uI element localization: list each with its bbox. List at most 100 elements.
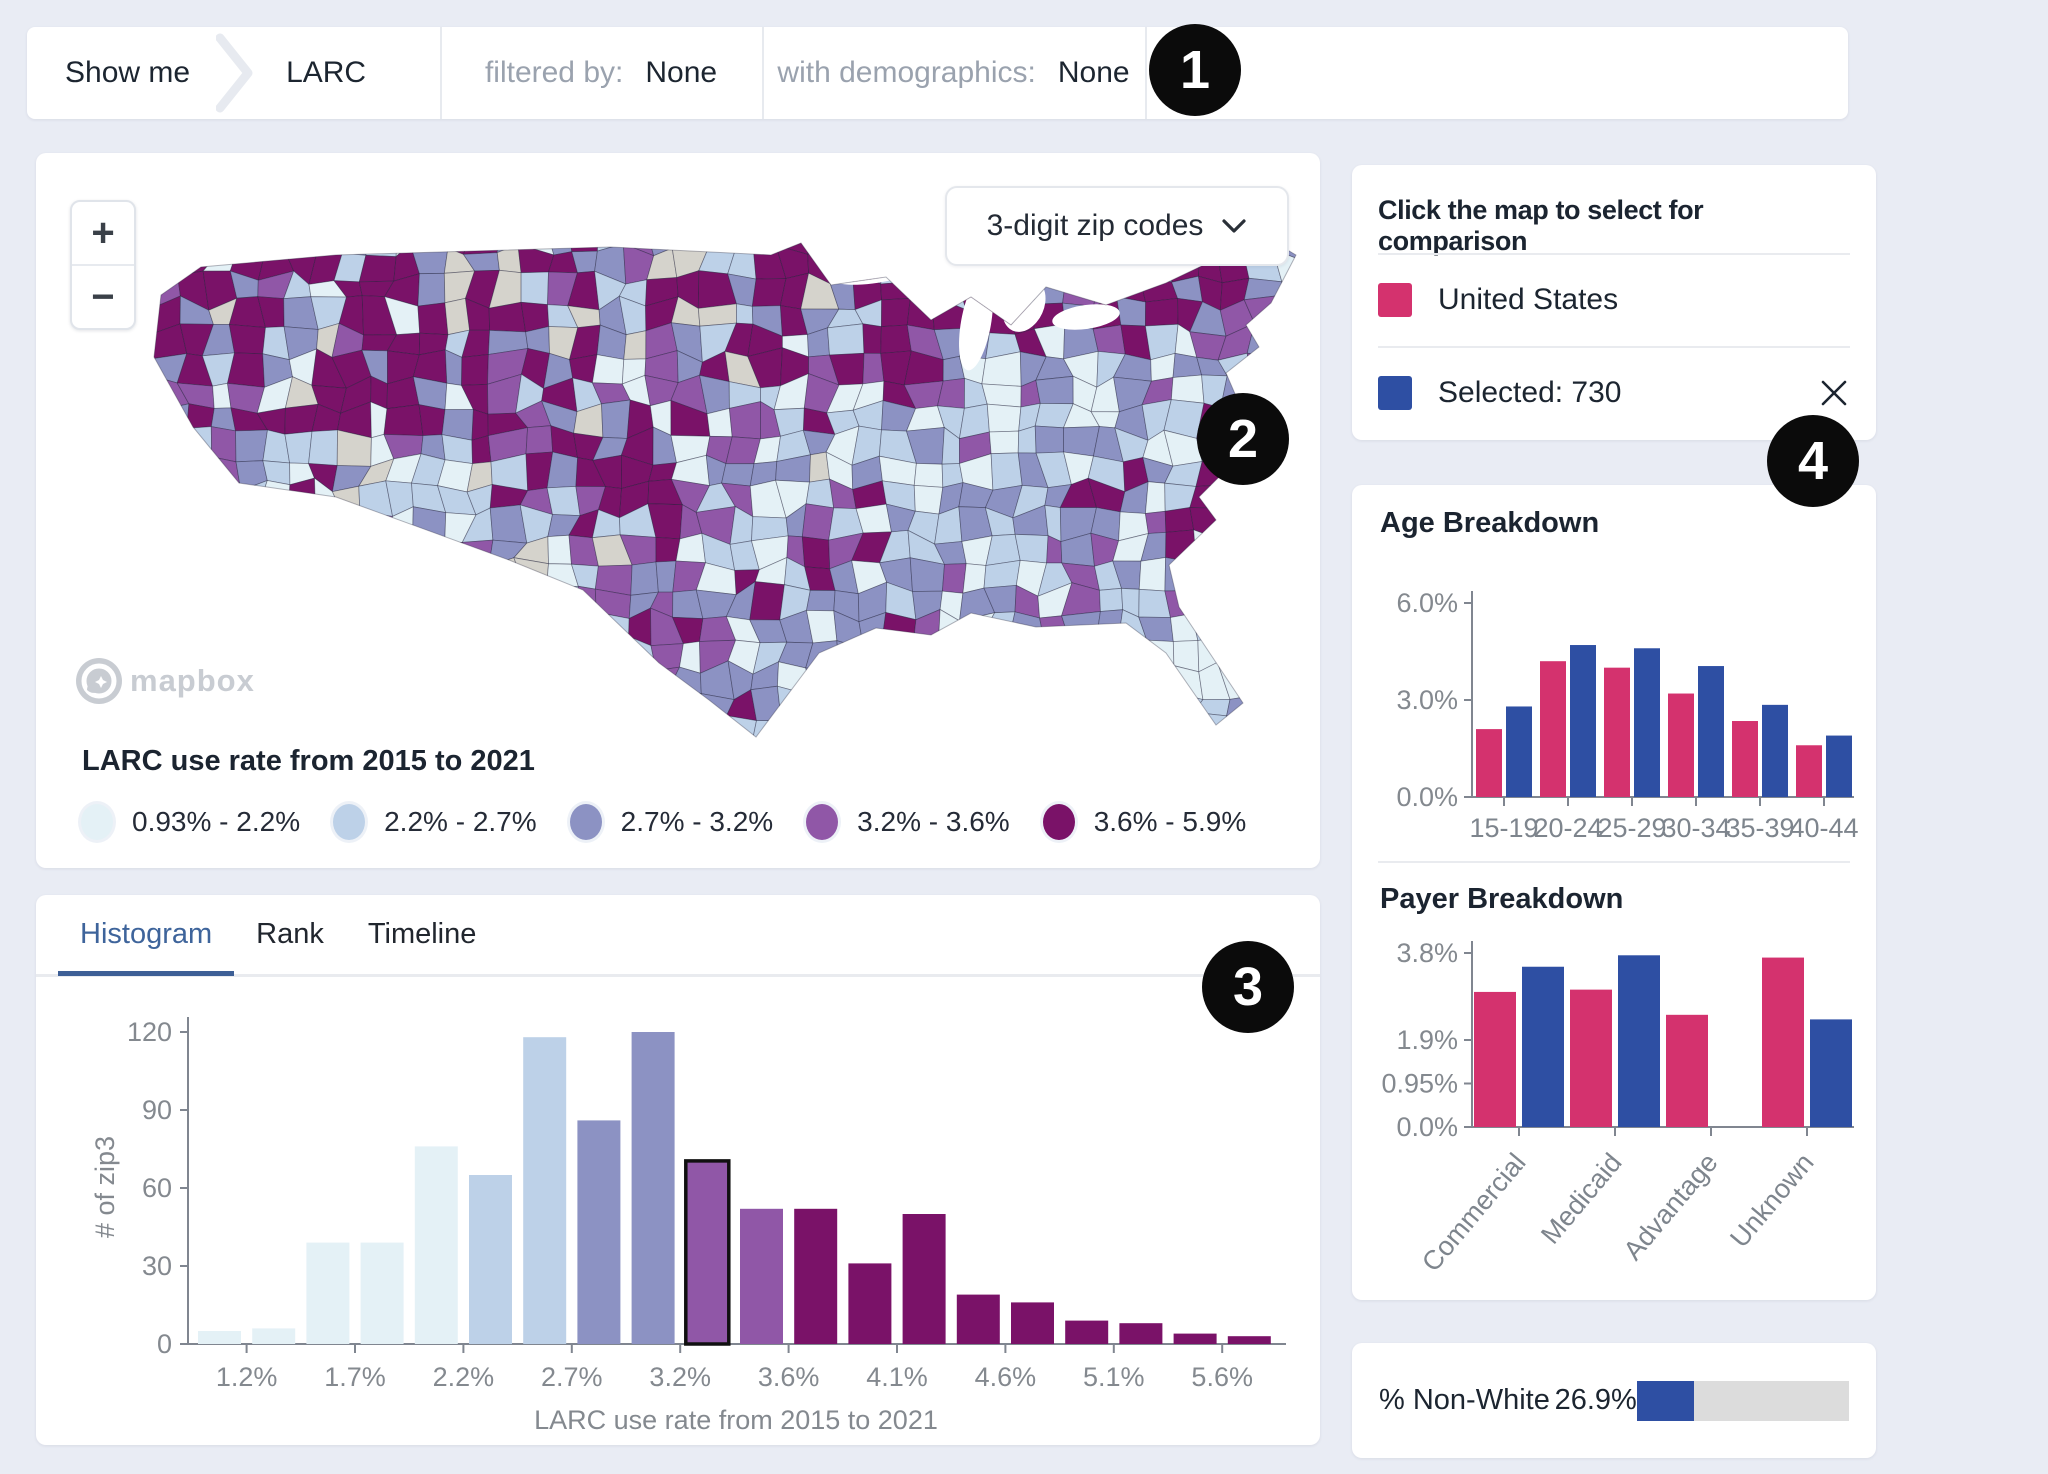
mapbox-logo-icon [76,658,122,704]
annotation-badge-1: 1 [1149,24,1241,116]
tab-timeline[interactable]: Timeline [367,917,477,950]
legend-bin: 0.93% - 2.2% [78,801,300,843]
choropleth-map[interactable] [131,225,1311,740]
nonwhite-progress-fill [1636,1380,1694,1421]
us-color-swatch [1378,283,1412,317]
comparison-title: Click the map to select for comparison [1378,195,1704,256]
histogram-bar[interactable] [848,1263,892,1344]
histogram-bar[interactable] [1065,1320,1109,1344]
breakdown-bar [1762,957,1804,1127]
breakdown-bar [1506,706,1532,797]
histogram-bar[interactable] [577,1120,621,1344]
histogram-bar[interactable] [469,1175,512,1344]
selected-series-label: Selected: 730 [1438,376,1622,409]
histogram-bar[interactable] [198,1331,241,1344]
annotation-badge-3: 3 [1202,941,1294,1033]
legend-bin-label: 3.6% - 5.9% [1093,806,1247,837]
svg-text:4.6%: 4.6% [975,1362,1037,1392]
svg-text:2.7%: 2.7% [541,1362,603,1392]
legend-bin: 2.2% - 2.7% [330,801,537,843]
histogram-bar[interactable] [360,1242,404,1344]
svg-text:2.2%: 2.2% [433,1362,495,1392]
map-legend: 0.93% - 2.2% 2.2% - 2.7% 2.7% - 3.2% 3.2% -… [78,801,1246,843]
legend-bin: 3.6% - 5.9% [1039,801,1247,843]
svg-text:20-24: 20-24 [1533,813,1602,843]
histogram-bar[interactable] [1119,1323,1163,1344]
breakdown-bar [1732,721,1758,797]
legend-swatch [330,801,369,843]
divider [1145,27,1147,119]
svg-text:Medicaid: Medicaid [1535,1148,1627,1250]
svg-text:0.0%: 0.0% [1396,1112,1458,1142]
breakdown-bar [1796,745,1822,797]
histogram-bar[interactable] [1173,1333,1217,1344]
demographics-value[interactable]: None [1057,56,1130,89]
nonwhite-label: % Non-White [1379,1384,1550,1416]
histogram-bar[interactable] [1011,1302,1054,1344]
divider [1378,861,1850,863]
breakdown-bar [1522,966,1564,1127]
breakdown-bar [1762,704,1788,797]
breakdown-bar [1476,729,1502,797]
breakdown-bar [1570,645,1596,797]
breakdown-bar [1634,648,1660,797]
histogram-bar[interactable] [523,1037,567,1344]
histogram-bar[interactable] [631,1032,675,1344]
filtered-by-value[interactable]: None [645,56,718,89]
selected-color-swatch [1378,376,1412,410]
histogram-bar[interactable] [1227,1336,1271,1344]
tab-rank[interactable]: Rank [256,917,324,950]
demographics-control[interactable]: with demographics: None [762,27,1145,119]
breakdown-bar [1666,1014,1708,1127]
demographics-label: with demographics: [777,56,1036,89]
layer-selector-label: 3-digit zip codes [986,209,1204,242]
zoom-in-button[interactable]: + [72,202,134,266]
mapbox-attribution-label: mapbox [130,663,255,698]
mapbox-attribution[interactable]: mapbox [76,658,255,704]
svg-text:5.1%: 5.1% [1083,1362,1145,1392]
legend-bin-label: 2.2% - 2.7% [384,806,537,837]
breadcrumb-arrow-icon [216,33,253,113]
histogram-x-axis-label: LARC use rate from 2015 to 2021 [534,1405,938,1435]
svg-text:3.0%: 3.0% [1396,685,1458,715]
svg-text:90: 90 [142,1095,172,1125]
chevron-down-icon [1222,218,1246,233]
histogram-bar[interactable] [956,1294,1000,1344]
layer-selector-dropdown[interactable]: 3-digit zip codes [945,186,1289,266]
legend-swatch [78,801,116,843]
age-breakdown-chart: 6.0% 3.0% 0.0% 15-1920-2425-2930-3435-3940-… [1396,588,1858,843]
histogram-chart[interactable]: 0 30 60 90 120 1.2% 1.7% 2.2% 2.7% 3.2% 3.6% 4.1% 4.… [36,977,1320,1445]
svg-text:4.1%: 4.1% [866,1362,928,1392]
svg-text:Unknown: Unknown [1724,1148,1819,1254]
tab-histogram[interactable]: Histogram [58,897,235,976]
comparison-row-selected: Selected: 730 [1378,347,1850,439]
metric-chip[interactable]: LARC [286,56,367,89]
histogram-bar[interactable] [252,1328,296,1344]
age-breakdown-title: Age Breakdown [1380,507,1600,539]
histogram-bar[interactable] [306,1242,350,1344]
comparison-panel: Click the map to select for comparison U… [1352,165,1876,440]
histogram-bar[interactable] [414,1146,458,1344]
breakdown-bar [1826,735,1852,797]
remove-selection-button[interactable] [1818,377,1850,409]
svg-text:25-29: 25-29 [1597,813,1666,843]
legend-swatch [803,801,842,843]
divider [1378,346,1850,348]
histogram-bar-selected[interactable] [684,1159,731,1346]
filtered-by-control[interactable]: filtered by: None [440,27,762,119]
payer-breakdown-title: Payer Breakdown [1380,883,1624,915]
svg-text:Advantage: Advantage [1618,1148,1724,1266]
histogram-bar[interactable] [902,1214,946,1344]
breakdown-bar [1474,991,1516,1127]
histogram-bar[interactable] [794,1208,838,1344]
svg-text:0.0%: 0.0% [1396,782,1458,812]
nonwhite-value: 26.9% [1554,1384,1637,1416]
tab-bar: Histogram Rank Timeline [36,895,1320,977]
breakdown-bar [1668,693,1694,797]
query-bar: Show me LARC filtered by: None with demo… [27,27,1848,119]
svg-text:3.6%: 3.6% [758,1362,820,1392]
zoom-out-button[interactable]: − [91,274,115,319]
histogram-bar[interactable] [740,1208,783,1344]
nonwhite-panel: % Non-White 26.9% [1352,1343,1876,1458]
